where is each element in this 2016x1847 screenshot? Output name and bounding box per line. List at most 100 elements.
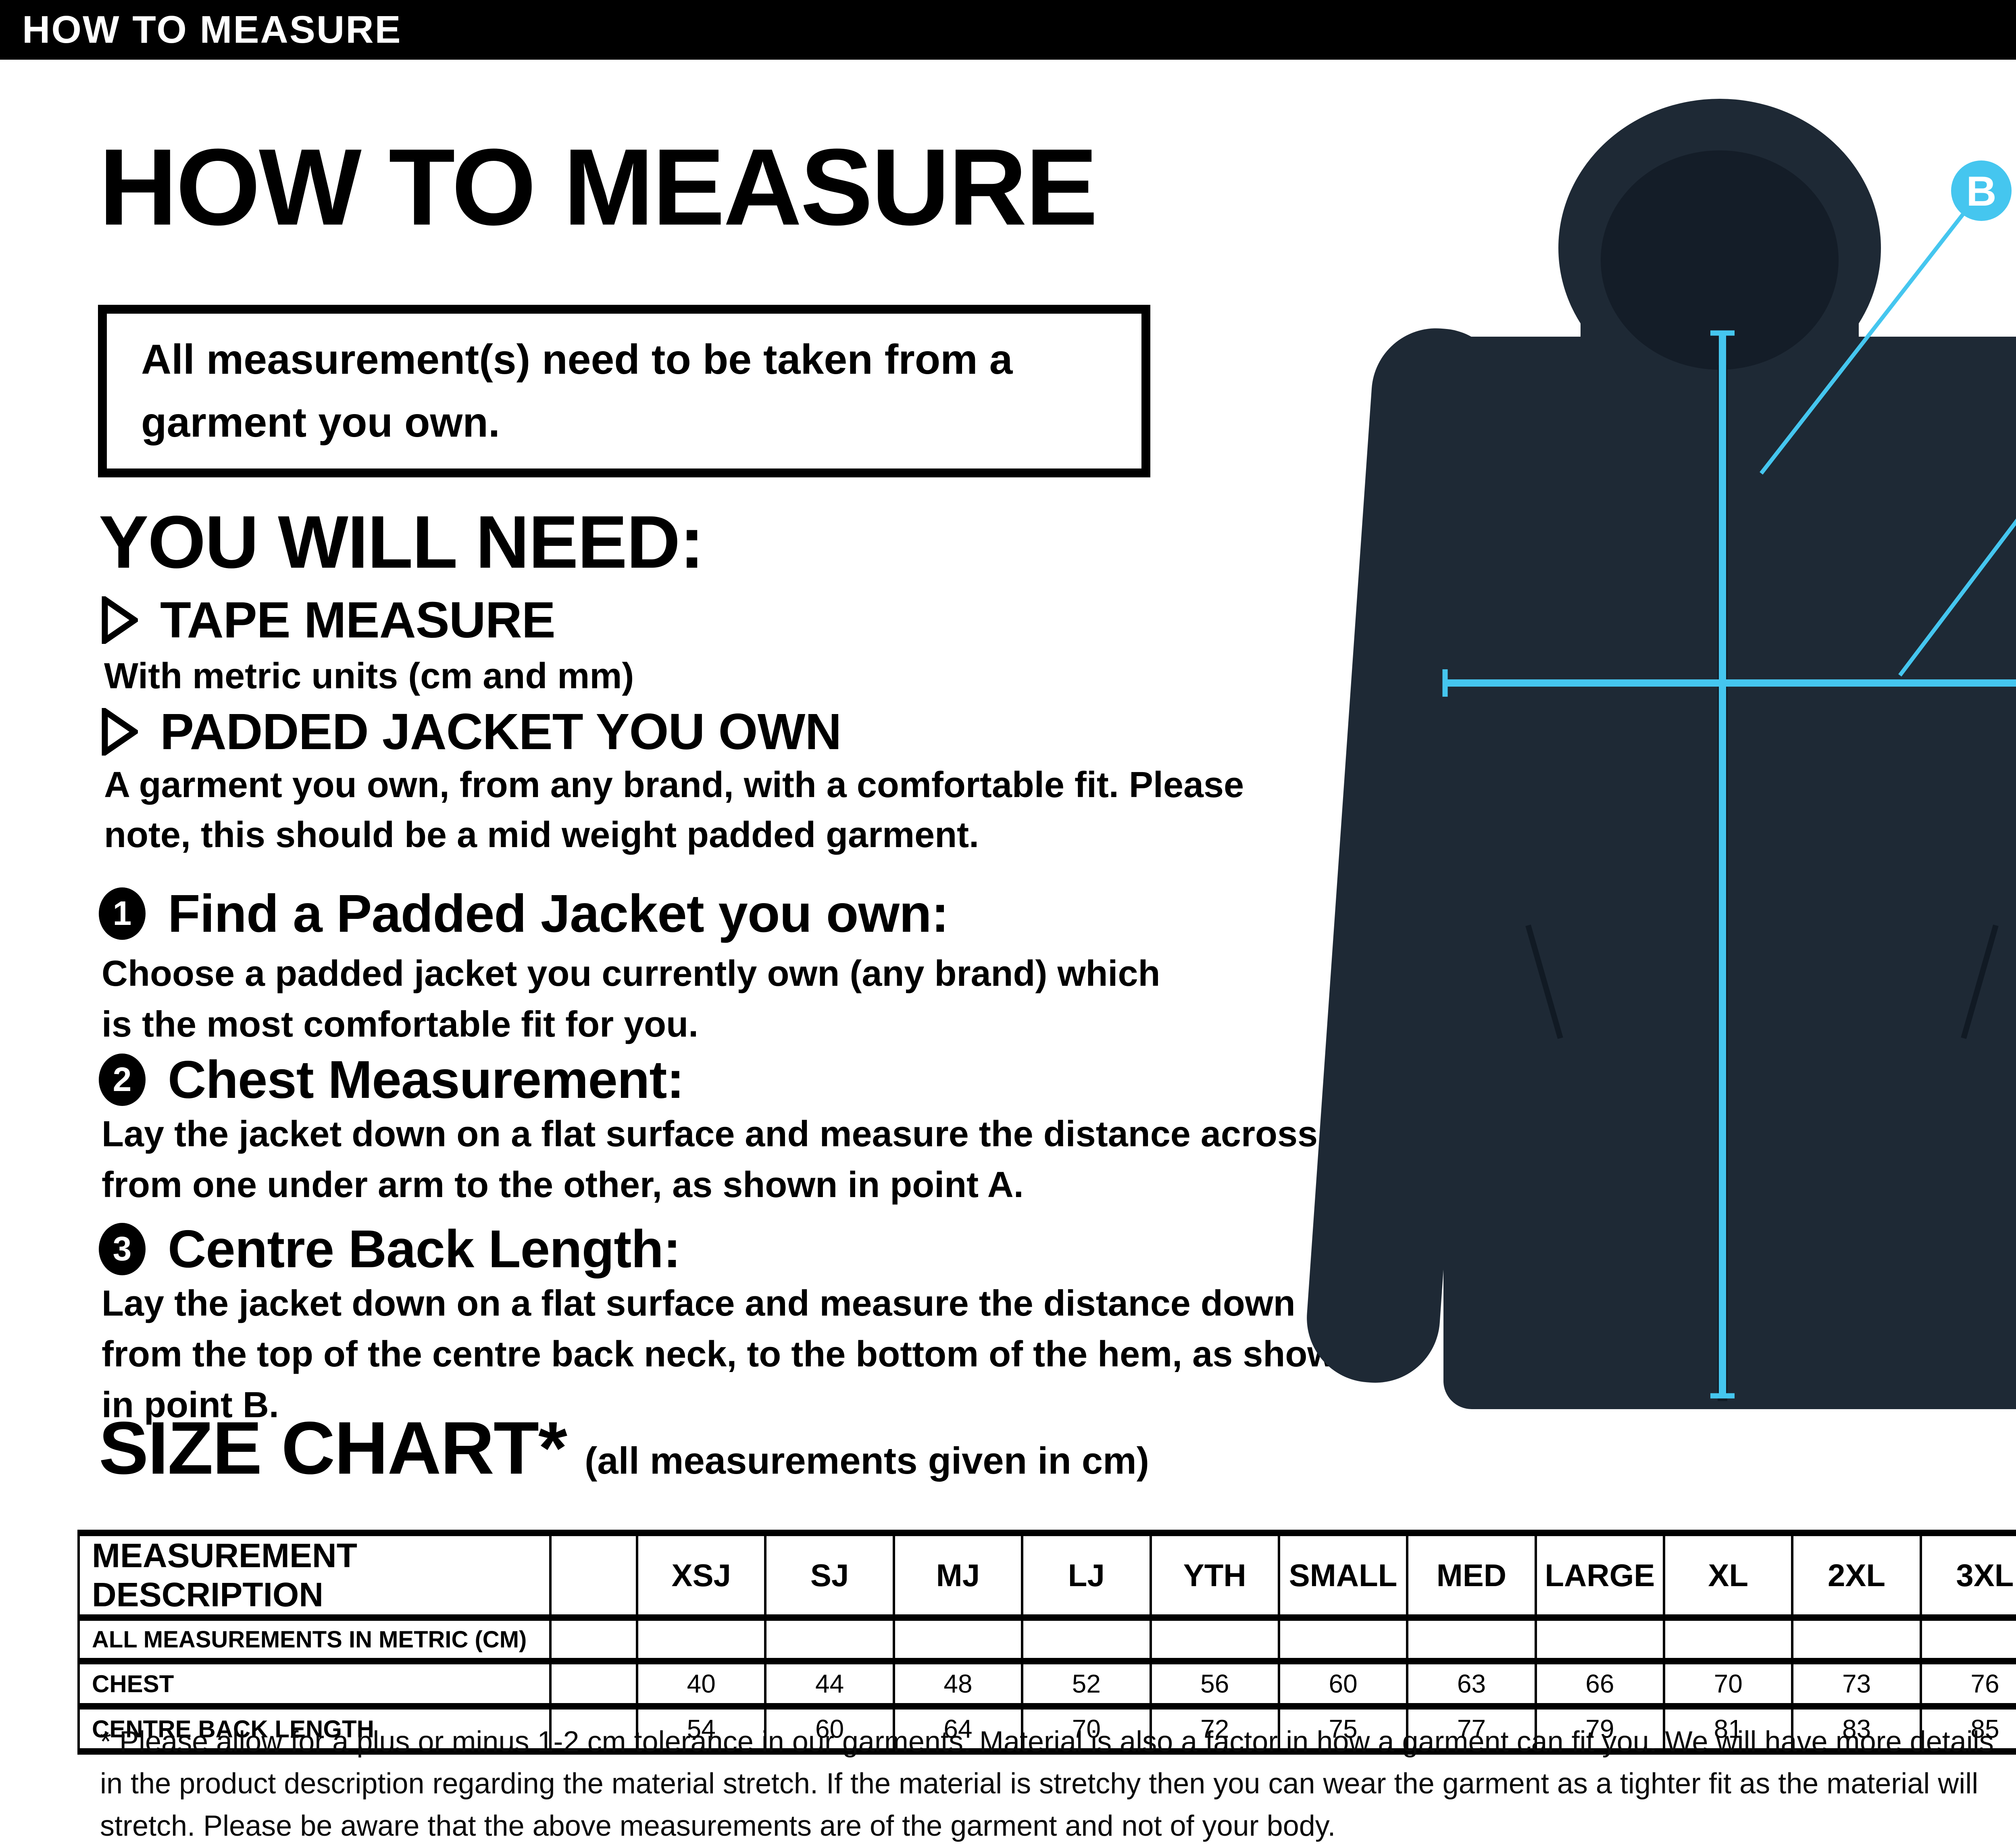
empty-cell: [635, 1614, 767, 1664]
step-2-body: Lay the jacket down on a flat surface an…: [102, 1114, 1328, 1205]
measurement-value: 85: [1919, 1703, 2016, 1755]
size-chart-heading: SIZE CHART* (all measurements given in c…: [99, 1411, 1149, 1486]
triangle-bullet-icon: [102, 596, 138, 644]
measurement-value: 44: [764, 1658, 895, 1710]
empty-cell: [1919, 1614, 2016, 1664]
you-will-need-heading: YOU WILL NEED:: [99, 501, 704, 584]
step-1-heading: 1 Find a Padded Jacket you own:: [99, 883, 949, 944]
tolerance-footnote: * Please allow for a plus or minus 1-2 c…: [100, 1726, 1994, 1842]
size-column-header: 3XL: [1919, 1530, 2016, 1621]
measurement-value: 73: [1791, 1658, 1922, 1710]
empty-cell: [1021, 1614, 1152, 1664]
need-item-note: A garment you own, from any brand, with …: [104, 765, 1244, 856]
unit-row-label: ALL MEASUREMENTS IN METRIC (CM): [77, 1614, 552, 1664]
size-chart-title: SIZE CHART*: [99, 1407, 567, 1490]
measurement-value: 40: [635, 1658, 767, 1710]
padded-jacket-graphic: [1307, 99, 2016, 1409]
size-column-header: MED: [1406, 1530, 1537, 1621]
point-b-label: B: [1966, 168, 1996, 215]
empty-cell: [1791, 1614, 1922, 1664]
jacket-diagram: B A: [1302, 87, 2016, 1417]
size-column-header: LARGE: [1534, 1530, 1666, 1621]
measurement-value: 52: [1021, 1658, 1152, 1710]
measurement-row: CHEST40444852566063667073767982: [77, 1658, 2016, 1710]
callout-box: All measurement(s) need to be taken from…: [98, 305, 1150, 477]
step-3-number-badge: 3: [99, 1222, 146, 1275]
size-column-header: XSJ: [635, 1530, 767, 1621]
point-a-leader-line: [1898, 518, 2016, 677]
size-column-header: XL: [1662, 1530, 1794, 1621]
unit-row: ALL MEASUREMENTS IN METRIC (CM): [77, 1614, 2016, 1664]
empty-cell: [892, 1614, 1024, 1664]
measurement-value: 72: [1149, 1703, 1280, 1755]
empty-cell: [1277, 1614, 1409, 1664]
measurement-value: 60: [764, 1703, 895, 1755]
need-item-note: With metric units (cm and mm): [104, 656, 634, 696]
step-1-number-badge: 1: [99, 887, 146, 940]
step-2-heading: 2 Chest Measurement:: [99, 1049, 684, 1110]
jacket-hood-lining: [1601, 150, 1839, 370]
measurement-value: 63: [1406, 1658, 1537, 1710]
measurement-value: 75: [1277, 1703, 1409, 1755]
triangle-bullet-icon: [102, 708, 138, 756]
size-table-body: ALL MEASUREMENTS IN METRIC (CM) CHEST 40 4…: [77, 1614, 2016, 1755]
top-bar-title: HOW TO MEASURE: [22, 8, 402, 51]
need-item-label: PADDED JACKET YOU OWN: [160, 703, 841, 760]
empty-cell: [549, 1703, 638, 1755]
step-1-body: Choose a padded jacket you currently own…: [102, 954, 1160, 1045]
jacket-left-pocket: [1525, 925, 1563, 1039]
measurement-value: 77: [1406, 1703, 1537, 1755]
step-3-title: Centre Back Length:: [168, 1219, 681, 1279]
size-column-header: 2XL: [1791, 1530, 1922, 1621]
size-column-header: YTH: [1149, 1530, 1280, 1621]
jacket-right-pocket: [1961, 925, 1999, 1039]
empty-cell: [549, 1614, 638, 1664]
measurement-value: 70: [1662, 1658, 1794, 1710]
measurement-value: 48: [892, 1658, 1024, 1710]
measurement-value: 83: [1791, 1703, 1922, 1755]
callout-text: All measurement(s) need to be taken from…: [141, 336, 1013, 446]
measurement-value: 76: [1919, 1658, 2016, 1710]
measurement-annotations: B A: [1442, 160, 2016, 1399]
size-column-header: SMALL: [1277, 1530, 1409, 1621]
empty-cell: [1149, 1614, 1280, 1664]
top-bar: HOW TO MEASURE S SURRIDGE: [0, 0, 2016, 60]
measurement-value: 54: [635, 1703, 767, 1755]
size-column-header: SJ: [764, 1530, 895, 1621]
step-3-heading: 3 Centre Back Length:: [99, 1218, 681, 1279]
empty-header-cell: [549, 1530, 638, 1621]
step-1-title: Find a Padded Jacket you own:: [168, 884, 949, 943]
size-chart-table: MEASUREMENT DESCRIPTION XSJ SJ MJ LJ YTH SMAL…: [77, 1530, 2016, 1755]
step-3-body: Lay the jacket down on a flat surface an…: [102, 1283, 1358, 1425]
measurement-value: 66: [1534, 1658, 1666, 1710]
measurement-value: 70: [1021, 1703, 1152, 1755]
step-2-number-badge: 2: [99, 1053, 146, 1106]
point-b-badge: [1951, 160, 2012, 221]
measurement-description-header: MEASUREMENT DESCRIPTION: [77, 1530, 552, 1621]
need-item-padded-jacket: PADDED JACKET YOU OWN: [101, 702, 841, 761]
empty-cell: [549, 1658, 638, 1710]
empty-cell: [1662, 1614, 1794, 1664]
step-2-title: Chest Measurement:: [168, 1050, 684, 1109]
page-title: HOW TO MEASURE: [99, 127, 1098, 248]
measurement-value: 64: [892, 1703, 1024, 1755]
point-b-leader-line: [1760, 189, 1983, 475]
size-column-header: MJ: [892, 1530, 1024, 1621]
jacket-illustration: B A: [1307, 99, 2016, 1409]
measurement-value: 56: [1149, 1658, 1280, 1710]
empty-cell: [1534, 1614, 1666, 1664]
measurement-row-label: CHEST: [77, 1658, 552, 1710]
empty-cell: [1406, 1614, 1537, 1664]
measurement-value: 79: [1534, 1703, 1666, 1755]
measurement-value: 81: [1662, 1703, 1794, 1755]
measurement-value: 60: [1277, 1658, 1409, 1710]
size-head-row: MEASUREMENT DESCRIPTION XSJ SJ MJ LJ YTH SMAL…: [77, 1530, 2016, 1621]
measurement-row-label: CENTRE BACK LENGTH: [77, 1703, 552, 1755]
empty-cell: [764, 1614, 895, 1664]
size-column-header: LJ: [1021, 1530, 1152, 1621]
need-item-label: TAPE MEASURE: [160, 591, 556, 648]
jacket-torso: [1443, 337, 2016, 1409]
measurement-row: CENTRE BACK LENGTH 54 60 64 70 72 75 77 79 81 83 85…: [77, 1703, 2016, 1755]
size-chart-subtitle: (all measurements given in cm): [585, 1439, 1150, 1482]
